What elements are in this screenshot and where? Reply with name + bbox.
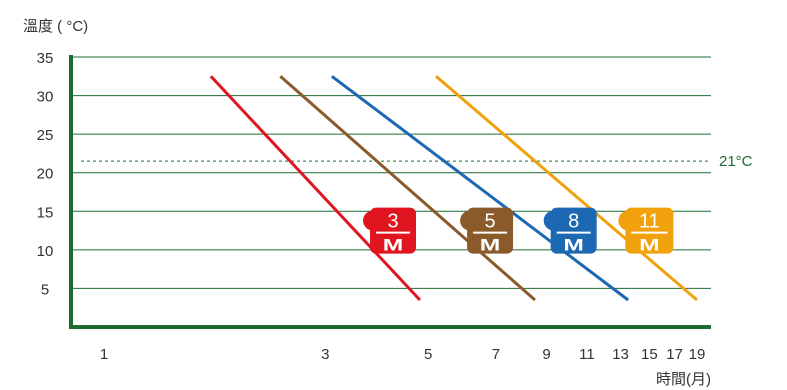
badge-letter: M	[639, 236, 660, 254]
reference-line-group: 21°C	[81, 153, 753, 170]
y-tick-10: 10	[37, 243, 54, 260]
badge-letter: M	[383, 236, 404, 254]
x-tick-7: 7	[492, 346, 500, 363]
badge-tab	[460, 210, 481, 231]
badge-number: 3	[387, 211, 398, 233]
reference-line-label: 21°C	[719, 153, 753, 170]
badge-11M: 11 M	[618, 207, 674, 255]
badge-letter: M	[563, 236, 584, 254]
series-line-8M	[330, 75, 630, 302]
badge-number: 5	[484, 211, 495, 233]
x-axis-label: 時間(月)	[656, 371, 711, 388]
y-tick-5: 5	[41, 281, 49, 298]
y-axis-label: 溫度 ( °C)	[23, 18, 88, 35]
x-tick-1: 1	[100, 346, 108, 363]
badge-number: 8	[568, 211, 579, 233]
y-tick-15: 15	[37, 204, 54, 221]
y-tick-25: 25	[37, 127, 54, 144]
series-lines	[209, 75, 698, 302]
axes	[69, 55, 711, 329]
y-tick-20: 20	[37, 166, 54, 183]
x-tick-19: 19	[689, 346, 706, 363]
badge-tab	[618, 210, 639, 231]
x-tick-9: 9	[542, 346, 550, 363]
x-tick-3: 3	[321, 346, 329, 363]
badge-number: 11	[639, 211, 660, 233]
x-tick-13: 13	[612, 346, 629, 363]
badge-tab	[363, 210, 384, 231]
x-tick-11: 11	[579, 346, 595, 363]
x-tick-5: 5	[424, 346, 432, 363]
y-tick-35: 35	[37, 50, 54, 67]
series-line-3M	[209, 75, 422, 302]
series-line-5M	[279, 75, 536, 302]
x-tick-17: 17	[666, 346, 683, 363]
badge-5M: 5M	[460, 207, 514, 255]
series-line-11M	[435, 75, 698, 302]
y-tick-labels: 5 10 15 20 25 30 35	[37, 50, 54, 298]
y-tick-30: 30	[37, 89, 54, 106]
badge-3M: 3M	[363, 207, 417, 255]
badge-8M: 8M	[543, 207, 597, 255]
x-tick-15: 15	[641, 346, 658, 363]
x-tick-labels: 1 3 5 7 9 11 13 15 17 19	[100, 346, 706, 363]
badge-letter: M	[480, 236, 501, 254]
badge-tab	[543, 210, 564, 231]
